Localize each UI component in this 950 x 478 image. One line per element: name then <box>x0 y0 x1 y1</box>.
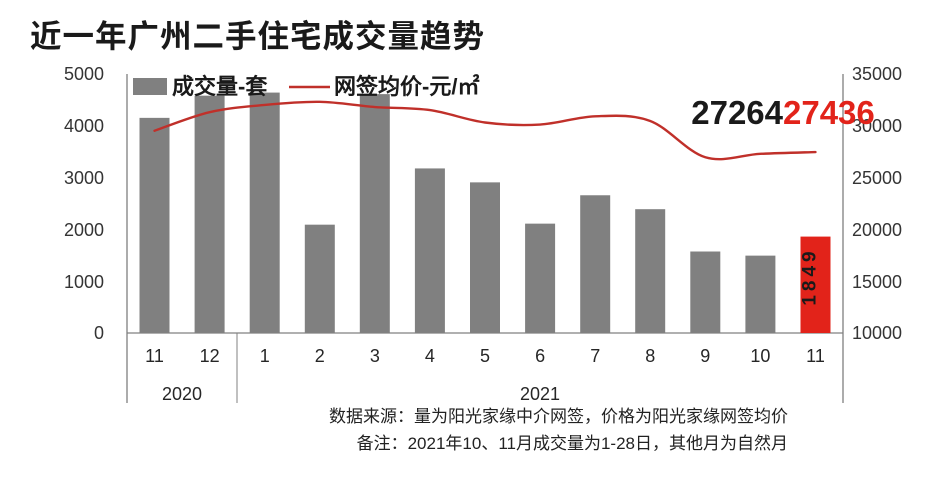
svg-text:网签均价-元/㎡: 网签均价-元/㎡ <box>334 74 479 99</box>
svg-text:25000: 25000 <box>852 168 902 188</box>
svg-text:2020: 2020 <box>162 384 202 404</box>
svg-text:1000: 1000 <box>64 272 104 292</box>
svg-text:0: 0 <box>94 323 104 343</box>
svg-text:20000: 20000 <box>852 220 902 240</box>
svg-text:9: 9 <box>700 346 710 366</box>
svg-text:7: 7 <box>590 346 600 366</box>
svg-text:5: 5 <box>480 346 490 366</box>
svg-text:3000: 3000 <box>64 168 104 188</box>
svg-text:12: 12 <box>200 346 220 366</box>
svg-text:2021: 2021 <box>520 384 560 404</box>
svg-text:2: 2 <box>315 346 325 366</box>
svg-text:27436: 27436 <box>783 94 875 131</box>
svg-text:11: 11 <box>806 346 825 366</box>
svg-text:4000: 4000 <box>64 116 104 136</box>
svg-text:5000: 5000 <box>64 64 104 84</box>
svg-text:10: 10 <box>750 346 770 366</box>
svg-text:11: 11 <box>145 346 164 366</box>
svg-text:6: 6 <box>535 346 545 366</box>
svg-text:数据来源：量为阳光家缘中介网签，价格为阳光家缘网签均价: 数据来源：量为阳光家缘中介网签，价格为阳光家缘网签均价 <box>329 407 788 426</box>
svg-text:8: 8 <box>645 346 655 366</box>
svg-text:15000: 15000 <box>852 272 902 292</box>
svg-text:1849: 1849 <box>800 247 821 305</box>
svg-text:10000: 10000 <box>852 323 902 343</box>
svg-text:4: 4 <box>425 346 435 366</box>
svg-text:成交量-套: 成交量-套 <box>172 74 267 99</box>
svg-text:备注：2021年10、11月成交量为1-28日，其他月为自然: 备注：2021年10、11月成交量为1-28日，其他月为自然月 <box>357 434 788 453</box>
svg-text:35000: 35000 <box>852 64 902 84</box>
svg-text:27264: 27264 <box>691 94 783 131</box>
svg-text:3: 3 <box>370 346 380 366</box>
svg-text:2000: 2000 <box>64 220 104 240</box>
svg-text:1: 1 <box>260 346 270 366</box>
